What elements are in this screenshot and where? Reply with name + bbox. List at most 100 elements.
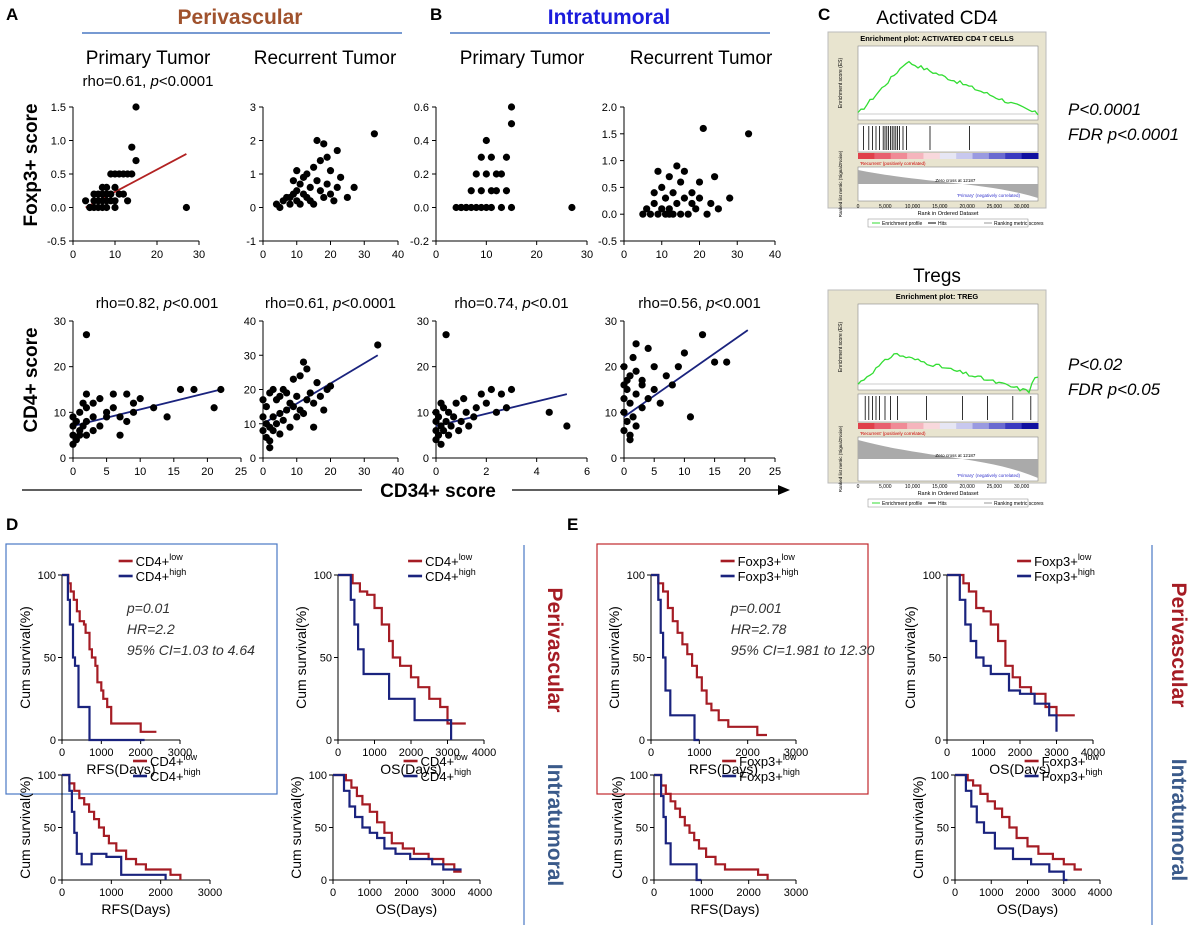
- km-x-tick-label: 3000: [198, 887, 222, 899]
- data-point: [626, 399, 634, 407]
- x-tick-label: 5: [104, 466, 110, 478]
- data-point: [293, 167, 301, 175]
- km-curve: [955, 773, 1082, 871]
- data-point: [434, 431, 443, 439]
- data-point: [711, 173, 719, 181]
- data-point: [487, 187, 495, 195]
- km-x-tick-label: 2000: [735, 747, 759, 759]
- data-point: [316, 157, 324, 165]
- es-ylabel: Enrichment score (ES): [838, 58, 844, 109]
- rank-color-bar-segment: [923, 423, 941, 429]
- x-tick-label: 10: [291, 249, 303, 261]
- y-tick-label: 0: [60, 453, 66, 465]
- km-stat: 95% CI=1.981 to 12.30: [731, 642, 875, 658]
- scatter-b-recurrent-foxp3: -0.5 0.0 0.5 1.0 1.5 2.0 0 10 20 30 40: [598, 102, 781, 261]
- data-point: [316, 392, 324, 400]
- data-point: [119, 190, 127, 198]
- km-y-tick-label: 0: [935, 735, 941, 747]
- data-point: [303, 170, 311, 178]
- km-y-tick-label: 50: [929, 653, 941, 665]
- km-legend-label: CD4+low: [425, 552, 473, 569]
- y-tick-label: -0.2: [410, 236, 429, 248]
- data-point: [465, 422, 473, 430]
- data-point: [507, 120, 516, 128]
- rank-tick-label: 0: [857, 204, 860, 210]
- km-legend-label: Foxp3+high: [738, 567, 799, 584]
- data-point: [507, 203, 516, 212]
- data-point: [299, 409, 308, 418]
- data-point: [662, 372, 670, 380]
- data-point: [283, 389, 291, 397]
- x-tick-label: 0: [260, 249, 266, 261]
- x-tick-label: 0: [70, 466, 76, 478]
- y-tick-label: 30: [605, 316, 617, 328]
- data-point: [695, 178, 704, 186]
- correlation-annotation: rho=0.74, p<0.01: [454, 295, 568, 312]
- data-point: [316, 187, 324, 195]
- rank-color-bar-segment: [939, 423, 957, 429]
- y-tick-label: 1.5: [51, 102, 66, 114]
- highlight-box-d: [5, 543, 278, 795]
- panel-letter-c: C: [818, 5, 830, 24]
- km-xlabel: OS(Days): [997, 901, 1058, 917]
- y-tick-label: 0.0: [602, 209, 617, 221]
- rank-tick-label: 25,000: [987, 204, 1003, 210]
- rank-ylabel: Ranked list metric (Signal2Noise): [838, 425, 843, 492]
- data-point: [654, 210, 662, 218]
- km-xlabel: OS(Days): [380, 761, 441, 777]
- rank-color-bar-segment: [890, 423, 908, 429]
- col-title-a-recurrent: Recurrent Tumor: [254, 48, 397, 69]
- es-plot-area: [857, 45, 1039, 121]
- gsea-legend-box: [867, 218, 1029, 228]
- km-x-tick-label: 0: [335, 747, 341, 759]
- km-curve: [333, 773, 462, 873]
- rank-color-bar-segment: [956, 423, 974, 429]
- rank-color-bar-segment: [939, 153, 957, 159]
- data-point: [279, 416, 287, 424]
- rank-color-bar-segment: [890, 153, 908, 159]
- km-stat: p=0.01: [126, 600, 170, 616]
- rank-xlabel: Rank in Ordered Dataset: [918, 211, 979, 217]
- data-point: [644, 395, 652, 403]
- trend-line: [72, 388, 222, 427]
- rank-tick-label: 5,000: [879, 204, 892, 210]
- km-x-tick-label: 3000: [784, 887, 808, 899]
- km-legend-label: CD4+high: [425, 567, 476, 584]
- x-tick-label: 20: [201, 466, 213, 478]
- scatter-a-primary-foxp3: -0.5 0.0 0.5 1.0 1.5 0 10 20 30 rho=0.61, p<0.000…: [47, 73, 213, 261]
- y-tick-label: 20: [244, 385, 256, 397]
- data-point: [283, 406, 291, 414]
- data-point: [455, 427, 463, 435]
- y-tick-label: 0.5: [51, 169, 66, 181]
- x-tick-label: 20: [151, 249, 163, 261]
- km-legend-label: CD4+high: [136, 567, 187, 584]
- rank-color-bar-segment: [972, 423, 990, 429]
- data-point: [462, 203, 470, 212]
- km-y-tick-label: 50: [937, 823, 949, 835]
- negative-label: 'Primary' (negatively correlated): [957, 193, 1020, 198]
- data-point: [668, 381, 676, 389]
- rank-tick-label: 10,000: [905, 484, 921, 490]
- rank-color-bar-segment: [972, 153, 990, 159]
- data-point: [82, 431, 91, 439]
- data-point: [313, 177, 321, 185]
- y-tick-label: 1: [250, 169, 256, 181]
- data-point: [444, 408, 453, 416]
- km-curve: [654, 773, 769, 880]
- data-point: [129, 399, 138, 407]
- ranked-metric-fill: [858, 440, 1038, 478]
- data-point: [124, 197, 132, 205]
- km-legend-label: Foxp3+high: [739, 767, 800, 784]
- data-point: [323, 180, 331, 188]
- correlation-annotation: rho=0.56, p<0.001: [638, 295, 761, 312]
- data-point: [326, 190, 335, 198]
- data-point: [563, 422, 571, 430]
- data-point: [286, 193, 294, 202]
- y-tick-label: 0.6: [414, 102, 429, 114]
- correlation-annotation: rho=0.61, p<0.0001: [83, 73, 214, 90]
- data-point: [699, 124, 707, 133]
- rank-tick-label: 25,000: [987, 484, 1003, 490]
- data-point: [128, 143, 136, 151]
- header-intratumoral: Intratumoral: [548, 6, 671, 29]
